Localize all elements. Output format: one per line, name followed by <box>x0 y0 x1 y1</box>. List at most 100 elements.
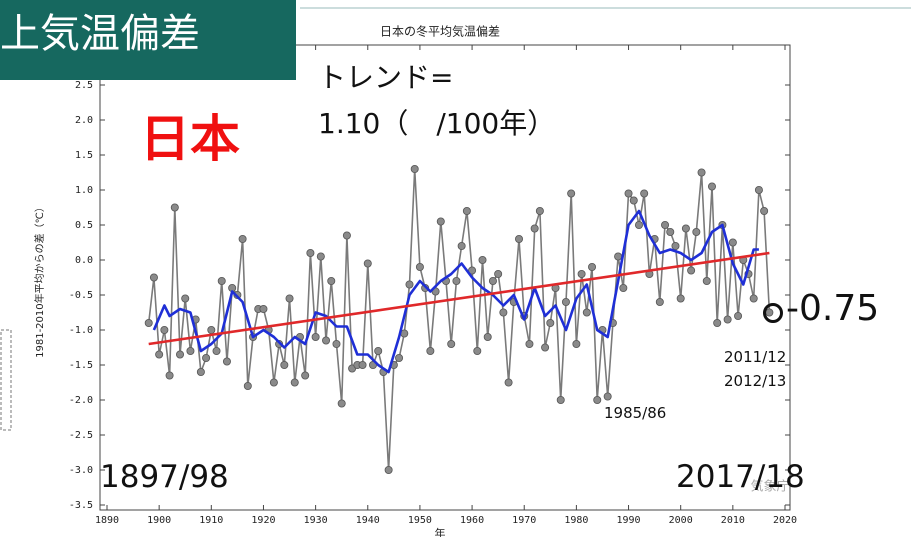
y-tick-label: -1.5 <box>69 360 93 371</box>
data-point <box>535 206 544 215</box>
data-point <box>436 217 445 226</box>
annotation: 1897/98 <box>100 459 229 495</box>
y-tick-label: 1.5 <box>75 150 93 161</box>
data-point <box>165 371 174 380</box>
data-point <box>170 203 179 212</box>
x-tick-label: 1970 <box>512 515 536 526</box>
data-point <box>181 294 190 303</box>
y-tick-label: -2.0 <box>69 395 93 406</box>
data-point <box>692 227 701 236</box>
data-point <box>593 395 602 404</box>
data-point <box>410 164 419 173</box>
x-tick-label: 1920 <box>251 515 275 526</box>
side-box <box>0 329 12 431</box>
y-axis-label: 1981-2010年平均からの差（℃） <box>33 202 46 358</box>
data-point <box>358 360 367 369</box>
y-tick-label: 0.0 <box>75 255 93 266</box>
data-point <box>734 311 743 320</box>
data-point <box>619 283 628 292</box>
data-point <box>395 353 404 362</box>
data-point <box>415 262 424 271</box>
banner: 上気温偏差 <box>0 0 296 80</box>
data-point <box>457 241 466 250</box>
data-point <box>546 318 555 327</box>
latest-value: -0.75 <box>786 288 880 329</box>
data-point <box>561 297 570 306</box>
data-point <box>290 378 299 387</box>
data-point <box>671 241 680 250</box>
annotation: 1985/86 <box>604 404 667 422</box>
data-point <box>311 332 320 341</box>
data-point <box>525 339 534 348</box>
data-point <box>280 360 289 369</box>
series-line <box>147 168 771 471</box>
y-tick-label: -3.5 <box>69 500 93 511</box>
data-point <box>337 399 346 408</box>
x-tick-label: 2020 <box>773 515 797 526</box>
data-point <box>238 234 247 243</box>
data-point <box>760 206 769 215</box>
y-tick-label: 1.0 <box>75 185 93 196</box>
data-point <box>259 304 268 313</box>
data-point <box>713 318 722 327</box>
data-point <box>530 224 539 233</box>
data-point <box>285 294 294 303</box>
data-point <box>207 325 216 334</box>
data-point <box>243 381 252 390</box>
annotation: 2011/12 <box>724 348 787 366</box>
x-tick-label: 1890 <box>95 515 119 526</box>
region-label: 日本 <box>140 110 240 168</box>
data-point <box>494 269 503 278</box>
data-point <box>363 259 372 268</box>
data-point <box>176 350 185 359</box>
data-point <box>577 269 586 278</box>
y-tick-label: -0.5 <box>69 290 93 301</box>
data-point <box>405 280 414 289</box>
data-point <box>629 196 638 205</box>
data-point <box>374 346 383 355</box>
data-point <box>515 234 524 243</box>
data-point <box>483 332 492 341</box>
plot-frame <box>99 44 791 511</box>
data-point <box>478 255 487 264</box>
data-point <box>572 339 581 348</box>
x-axis-label: 年 <box>435 526 446 537</box>
data-point <box>217 276 226 285</box>
data-point <box>301 371 310 380</box>
annotation: 2017/18 <box>676 459 805 495</box>
data-point <box>332 339 341 348</box>
data-point <box>634 220 643 229</box>
series-line <box>152 209 759 374</box>
data-point <box>149 273 158 282</box>
data-point <box>556 395 565 404</box>
x-tick-label: 1980 <box>564 515 588 526</box>
data-point <box>754 185 763 194</box>
trend-label: トレンド= <box>318 61 454 94</box>
data-point <box>186 346 195 355</box>
data-point <box>269 378 278 387</box>
series-line <box>148 251 770 346</box>
data-point <box>614 252 623 261</box>
chart-title: 日本の冬平均気温偏差 <box>380 24 500 39</box>
data-point <box>155 350 164 359</box>
data-point <box>661 220 670 229</box>
data-point <box>202 353 211 362</box>
data-point <box>697 168 706 177</box>
y-tick-label: 2.0 <box>75 115 93 126</box>
data-point <box>681 224 690 233</box>
data-point <box>640 189 649 198</box>
data-point <box>322 336 331 345</box>
data-point <box>504 378 513 387</box>
latest-marker <box>763 303 783 323</box>
data-point <box>723 315 732 324</box>
data-point <box>462 206 471 215</box>
y-tick-label: -3.0 <box>69 465 93 476</box>
data-point <box>327 276 336 285</box>
data-point <box>196 367 205 376</box>
annotation: 2012/13 <box>724 372 787 390</box>
data-point <box>676 294 685 303</box>
data-point <box>447 339 456 348</box>
data-point <box>749 294 758 303</box>
